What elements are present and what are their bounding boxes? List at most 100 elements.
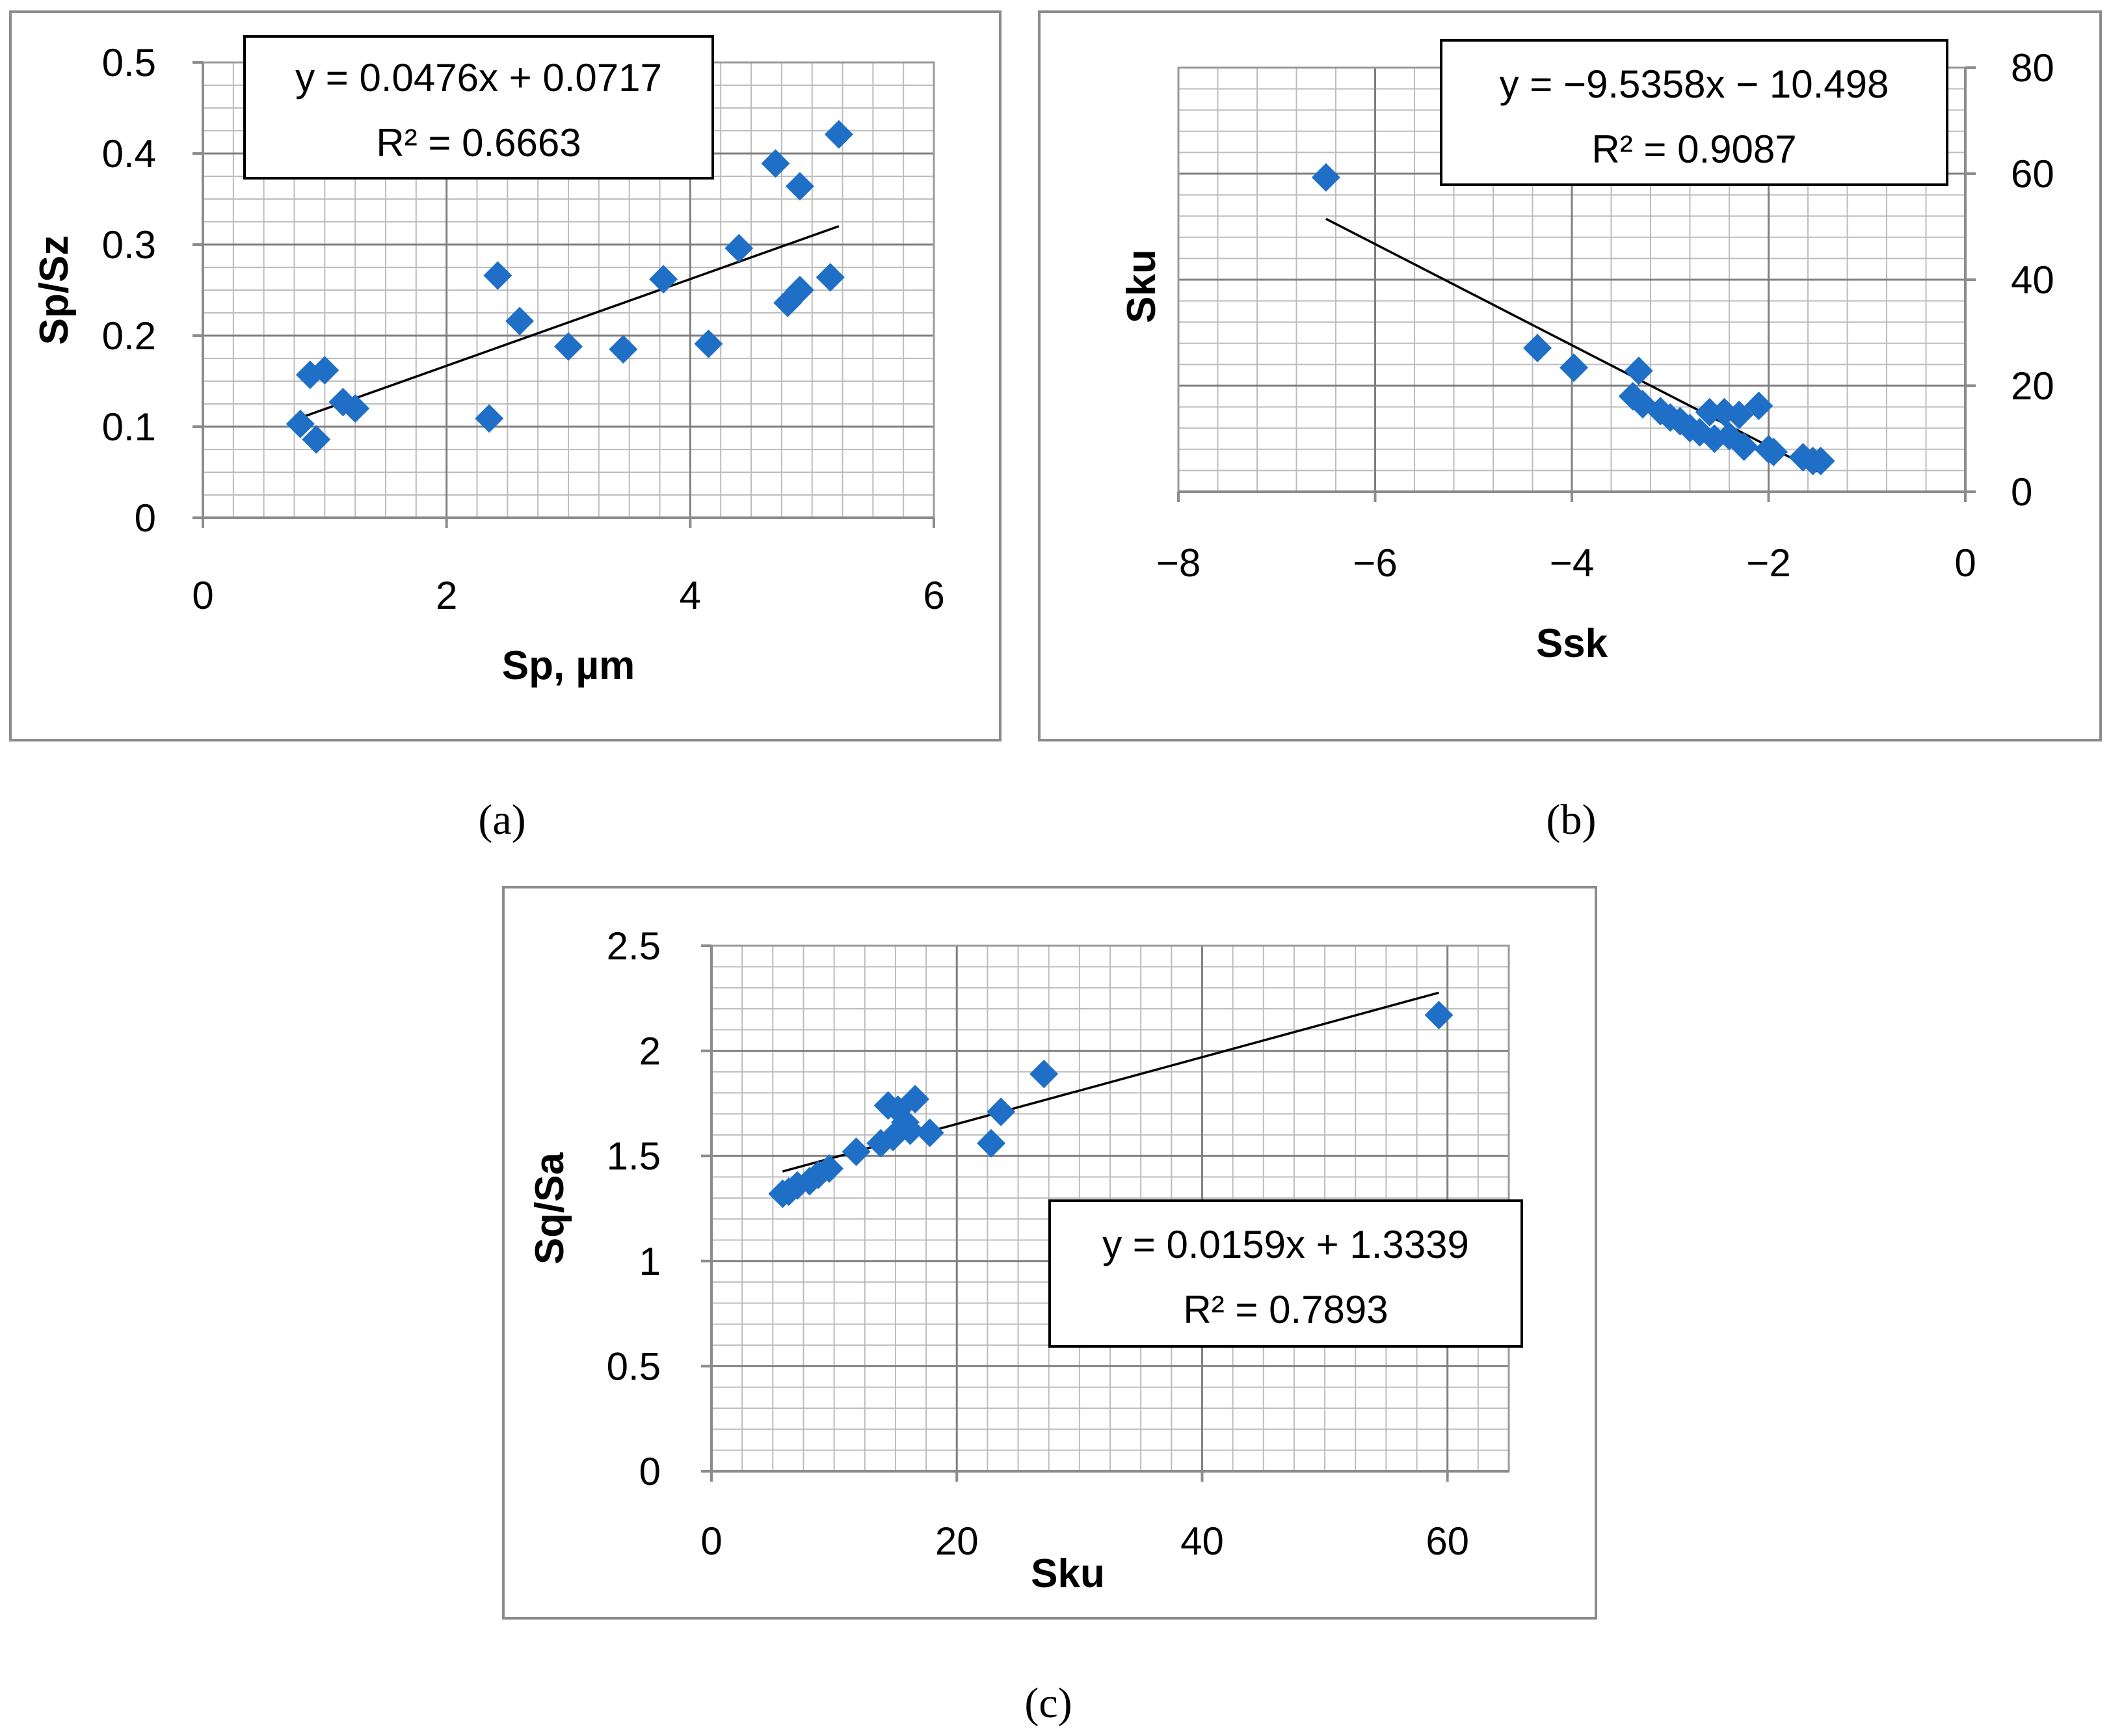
- chart-b-data-point: [1759, 437, 1788, 466]
- chart-a-data-point: [649, 265, 678, 294]
- chart-c-equation: y = 0.0159x + 1.3339: [1102, 1223, 1469, 1266]
- chart-c-equation-box-border: [1048, 1199, 1523, 1348]
- chart-a-data-point: [785, 172, 814, 201]
- chart-b-data-point: [1729, 432, 1759, 461]
- chart-c-y-tick-label: 0: [639, 1450, 661, 1493]
- chart-a-x-axis-label: Sp, µm: [502, 643, 635, 688]
- chart-a-y-tick-labels: 0 0.1 0.2 0.3 0.4 0.5: [102, 41, 156, 540]
- chart-b: −8 −6 −4 −2 0 0 20 40 60 80 Ssk Sku y = −9.5358x…: [1038, 10, 2102, 741]
- chart-a-data-point: [302, 425, 331, 454]
- chart-a-data-point: [505, 306, 535, 336]
- chart-b-equation: y = −9.5358x − 10.498: [1500, 62, 1889, 106]
- chart-b-data-point: [1560, 353, 1589, 382]
- chart-b-tick-marks: [1177, 66, 1976, 502]
- chart-b-data-point: [1695, 397, 1724, 427]
- chart-a-data-point: [785, 276, 814, 304]
- chart-b-y-tick-label: 80: [2011, 46, 2054, 90]
- chart-a-equation: y = 0.0476x + 0.0717: [295, 56, 662, 100]
- chart-a-equation-box: y = 0.0476x + 0.0717 R² = 0.6663: [243, 35, 714, 180]
- chart-a-y-tick-label: 0.1: [102, 405, 156, 449]
- chart-b-y-axis-label: Sku: [1119, 249, 1164, 323]
- chart-b-y-tick-labels: 0 20 40 60 80: [2011, 46, 2054, 514]
- chart-c-data-point: [815, 1154, 844, 1183]
- chart-c-data-point: [842, 1137, 871, 1166]
- chart-c-y-tick-label: 1: [639, 1240, 661, 1283]
- chart-b-r-squared: R² = 0.9087: [1591, 127, 1796, 171]
- chart-a-x-tick-labels: 0 2 4 6: [192, 574, 944, 617]
- chart-c-y-tick-label: 2: [639, 1030, 661, 1073]
- chart-c-data-point: [1424, 1000, 1454, 1030]
- chart-a-data-point: [694, 329, 723, 358]
- chart-b-y-tick-label: 0: [2011, 470, 2032, 514]
- chart-b-data-point: [1311, 163, 1340, 192]
- chart-b-x-tick-label: −4: [1550, 541, 1594, 585]
- chart-c-data-point: [915, 1118, 944, 1147]
- chart-b-x-tick-labels: −8 −6 −4 −2 0: [1156, 541, 1976, 585]
- chart-a-data-point: [761, 149, 790, 178]
- chart-a-y-tick-label: 0.4: [102, 132, 156, 176]
- chart-b-x-tick-label: −6: [1353, 541, 1397, 585]
- chart-c-x-tick-label: 0: [700, 1519, 722, 1563]
- chart-b-data-point: [1744, 391, 1773, 420]
- chart-b-x-tick-label: 0: [1954, 541, 1976, 585]
- chart-c-tick-marks: [701, 944, 1449, 1482]
- chart-a-data-point: [475, 404, 504, 433]
- chart-c: 0 20 40 60 0 0.5 1 1.5 2 2.5 Sku Sq/Sa y = 0.015…: [502, 886, 1597, 1620]
- chart-c-y-tick-label: 0.5: [607, 1344, 661, 1388]
- chart-c-x-tick-label: 40: [1180, 1519, 1224, 1563]
- chart-a-data-point: [310, 356, 339, 385]
- chart-a-y-axis-label: Sp/Sz: [32, 235, 77, 345]
- chart-c-equation-box: y = 0.0159x + 1.3339 R² = 0.7893: [1048, 1199, 1523, 1348]
- chart-a-data-point: [483, 261, 512, 290]
- chart-a-data-point: [724, 234, 754, 263]
- chart-a-y-tick-label: 0: [135, 496, 156, 540]
- chart-a-data-point: [816, 263, 845, 292]
- chart-b-equation-box-border: [1440, 39, 1948, 186]
- chart-c-x-tick-label: 20: [935, 1519, 979, 1563]
- chart-a-data-point: [554, 332, 583, 361]
- chart-b-y-tick-label: 20: [2011, 364, 2054, 408]
- chart-b-x-axis-label: Ssk: [1536, 621, 1608, 666]
- chart-b-points: [1311, 163, 1835, 475]
- chart-b-data-point: [1725, 400, 1754, 429]
- chart-b-equation-box: y = −9.5358x − 10.498 R² = 0.9087: [1440, 39, 1948, 186]
- panel-label-a: (a): [478, 796, 525, 844]
- chart-a-r-squared: R² = 0.6663: [376, 121, 581, 165]
- chart-b-data-point: [1523, 334, 1552, 363]
- chart-a: 0 2 4 6 0 0.1 0.2 0.3 0.4 0.5 Sp, µm Sp/Sz y = 0…: [9, 10, 1002, 741]
- chart-a-points: [285, 120, 853, 454]
- chart-c-y-tick-label: 2.5: [607, 924, 661, 968]
- chart-c-data-point: [977, 1128, 1006, 1158]
- chart-c-x-axis-label: Sku: [1031, 1551, 1105, 1596]
- chart-c-y-tick-label: 1.5: [607, 1134, 661, 1178]
- chart-a-x-tick-label: 4: [680, 574, 701, 617]
- chart-c-points: [768, 1000, 1454, 1209]
- chart-c-y-tick-labels: 0 0.5 1 1.5 2 2.5: [607, 924, 661, 1493]
- chart-b-y-tick-label: 40: [2011, 258, 2054, 302]
- chart-a-data-point: [341, 394, 370, 423]
- chart-b-x-tick-label: −8: [1156, 541, 1201, 585]
- chart-a-x-tick-label: 0: [192, 574, 213, 617]
- chart-b-data-point: [1806, 446, 1835, 475]
- panel-label-b: (b): [1547, 796, 1597, 844]
- chart-c-data-point: [896, 1116, 925, 1145]
- panel-label-c: (c): [1024, 1679, 1072, 1727]
- chart-a-trendline-path: [300, 225, 840, 419]
- chart-a-data-point: [285, 409, 315, 438]
- chart-c-x-tick-label: 60: [1426, 1519, 1469, 1563]
- chart-b-y-tick-label: 60: [2011, 152, 2054, 196]
- chart-a-x-tick-label: 2: [436, 574, 457, 617]
- chart-a-equation-box-border: [243, 35, 714, 180]
- chart-a-y-tick-label: 0.3: [102, 223, 156, 267]
- chart-b-x-tick-label: −2: [1746, 541, 1790, 585]
- chart-c-x-tick-labels: 0 20 40 60: [700, 1519, 1469, 1563]
- chart-a-x-tick-label: 6: [923, 574, 944, 617]
- chart-c-y-axis-label: Sq/Sa: [527, 1152, 572, 1264]
- chart-a-trendline: [300, 225, 840, 419]
- chart-c-data-point: [901, 1084, 930, 1114]
- chart-a-data-point: [824, 120, 853, 149]
- chart-a-y-tick-label: 0.5: [102, 41, 156, 85]
- chart-a-tick-marks: [193, 61, 935, 528]
- chart-c-r-squared: R² = 0.7893: [1183, 1288, 1388, 1331]
